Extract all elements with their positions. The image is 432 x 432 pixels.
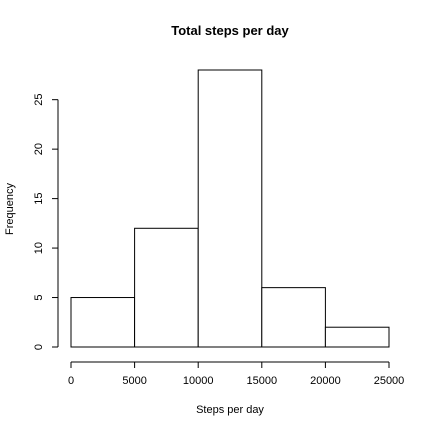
histogram-bar-0 xyxy=(70,297,136,348)
histogram-bar-1 xyxy=(134,227,199,348)
y-axis: 0 5 10 15 20 25 xyxy=(33,94,59,350)
x-axis-label: Steps per day xyxy=(196,404,264,416)
x-tick-label-2: 10000 xyxy=(183,375,214,387)
y-axis-label: Frequency xyxy=(4,183,16,235)
x-tick-label-3: 15000 xyxy=(247,375,278,387)
x-tick-label-1: 5000 xyxy=(122,375,146,387)
y-tick-label-1: 5 xyxy=(33,294,45,300)
histogram-bar-4 xyxy=(324,326,390,348)
chart-title: Total steps per day xyxy=(171,23,289,38)
y-tick-label-0: 0 xyxy=(33,344,45,350)
x-axis: 0 5000 10000 15000 20000 25000 xyxy=(68,361,405,387)
x-tick-label-5: 25000 xyxy=(374,375,405,387)
bars-group xyxy=(70,69,390,348)
x-tick-label-0: 0 xyxy=(68,375,74,387)
y-tick-label-4: 20 xyxy=(33,143,45,155)
y-tick-label-2: 10 xyxy=(33,242,45,254)
histogram-bar-2 xyxy=(197,69,263,348)
y-tick-label-3: 15 xyxy=(33,192,45,204)
x-tick-label-4: 20000 xyxy=(310,375,341,387)
y-tick-label-5: 25 xyxy=(33,94,45,106)
histogram-bar-3 xyxy=(261,287,326,348)
